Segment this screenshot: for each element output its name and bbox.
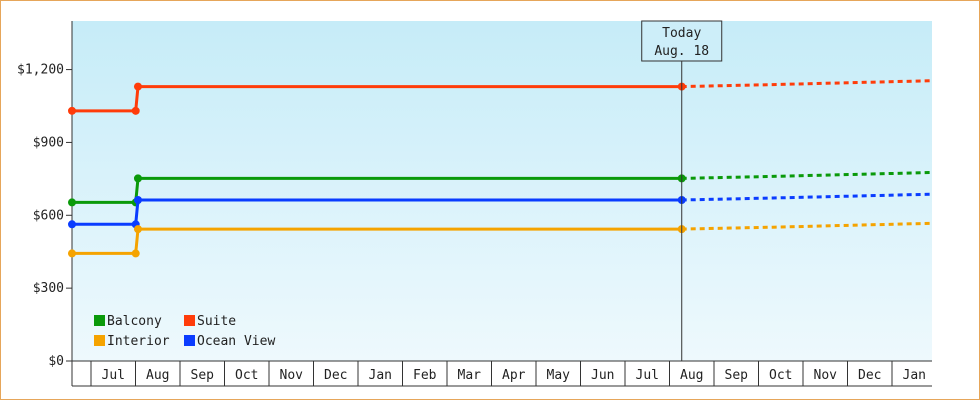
data-point-ocean-view bbox=[68, 220, 76, 229]
data-point-balcony bbox=[133, 174, 142, 183]
x-tick-label: Jul bbox=[636, 368, 659, 383]
data-point-suite bbox=[133, 82, 142, 91]
x-tick-label: Jan bbox=[369, 368, 392, 383]
y-tick-label: $900 bbox=[33, 135, 64, 150]
x-tick-label: Apr bbox=[502, 368, 526, 383]
x-tick-label: Jun bbox=[591, 368, 614, 383]
x-tick-label: Oct bbox=[769, 368, 792, 383]
data-point-balcony bbox=[68, 198, 76, 207]
x-tick-label: Feb bbox=[413, 368, 437, 383]
x-tick-label: May bbox=[547, 368, 571, 383]
forecast-line-ocean-view bbox=[681, 192, 933, 202]
series-balcony bbox=[68, 171, 933, 207]
legend-label-interior: Interior bbox=[107, 334, 170, 349]
x-tick-label: Nov bbox=[814, 368, 838, 383]
legend-swatch-ocean-view bbox=[184, 335, 195, 346]
legend-label-balcony: Balcony bbox=[107, 314, 162, 329]
x-tick-label: Aug bbox=[680, 368, 703, 383]
x-tick-label: Nov bbox=[280, 368, 304, 383]
series-suite bbox=[68, 79, 933, 115]
y-tick-label: $0 bbox=[48, 354, 64, 369]
legend-swatch-suite bbox=[184, 315, 195, 326]
plot-background bbox=[72, 21, 932, 361]
series-interior bbox=[68, 221, 933, 258]
data-point-interior bbox=[133, 225, 142, 234]
forecast-line-interior bbox=[681, 221, 933, 231]
x-tick-label: Jan bbox=[903, 368, 926, 383]
data-point-suite bbox=[131, 106, 140, 115]
series-ocean-view bbox=[68, 192, 933, 229]
x-tick-label: Jul bbox=[102, 368, 125, 383]
legend-swatch-balcony bbox=[94, 315, 105, 326]
forecast-line-suite bbox=[681, 79, 933, 89]
legend-label-ocean-view: Ocean View bbox=[197, 334, 275, 349]
x-tick-label: Mar bbox=[458, 368, 482, 383]
y-tick-label: $600 bbox=[33, 208, 64, 223]
series-line-ocean-view bbox=[72, 198, 682, 226]
today-label: Today bbox=[662, 26, 701, 41]
y-tick-label: $300 bbox=[33, 281, 64, 296]
y-tick-label: $1,200 bbox=[17, 63, 64, 78]
series-line-balcony bbox=[72, 176, 682, 204]
data-point-interior bbox=[68, 249, 76, 258]
data-point-interior bbox=[131, 249, 140, 258]
x-tick-label: Aug bbox=[146, 368, 169, 383]
today-label-box bbox=[641, 20, 723, 62]
data-point-ocean-view bbox=[133, 195, 142, 204]
today-marker: Today Aug. 18 bbox=[641, 20, 723, 361]
axes: $0 $300 $600 $900 $1,200 Jul Aug Sep Oct Nov Dec Ja… bbox=[17, 21, 932, 387]
legend-label-suite: Suite bbox=[197, 314, 236, 329]
series-line-suite bbox=[72, 85, 682, 113]
x-tick-label: Sep bbox=[191, 368, 215, 383]
legend-swatch-interior bbox=[94, 335, 105, 346]
x-tick-label: Sep bbox=[725, 368, 749, 383]
today-date-label: Aug. 18 bbox=[654, 44, 709, 59]
series-line-interior bbox=[72, 227, 682, 255]
x-tick-label: Dec bbox=[324, 368, 347, 383]
series-layer bbox=[68, 79, 933, 258]
forecast-line-balcony bbox=[681, 171, 933, 180]
x-tick-label: Oct bbox=[235, 368, 258, 383]
legend: Balcony Suite Interior Ocean View bbox=[94, 314, 275, 349]
data-point-suite bbox=[68, 106, 76, 115]
x-tick-label: Dec bbox=[858, 368, 881, 383]
